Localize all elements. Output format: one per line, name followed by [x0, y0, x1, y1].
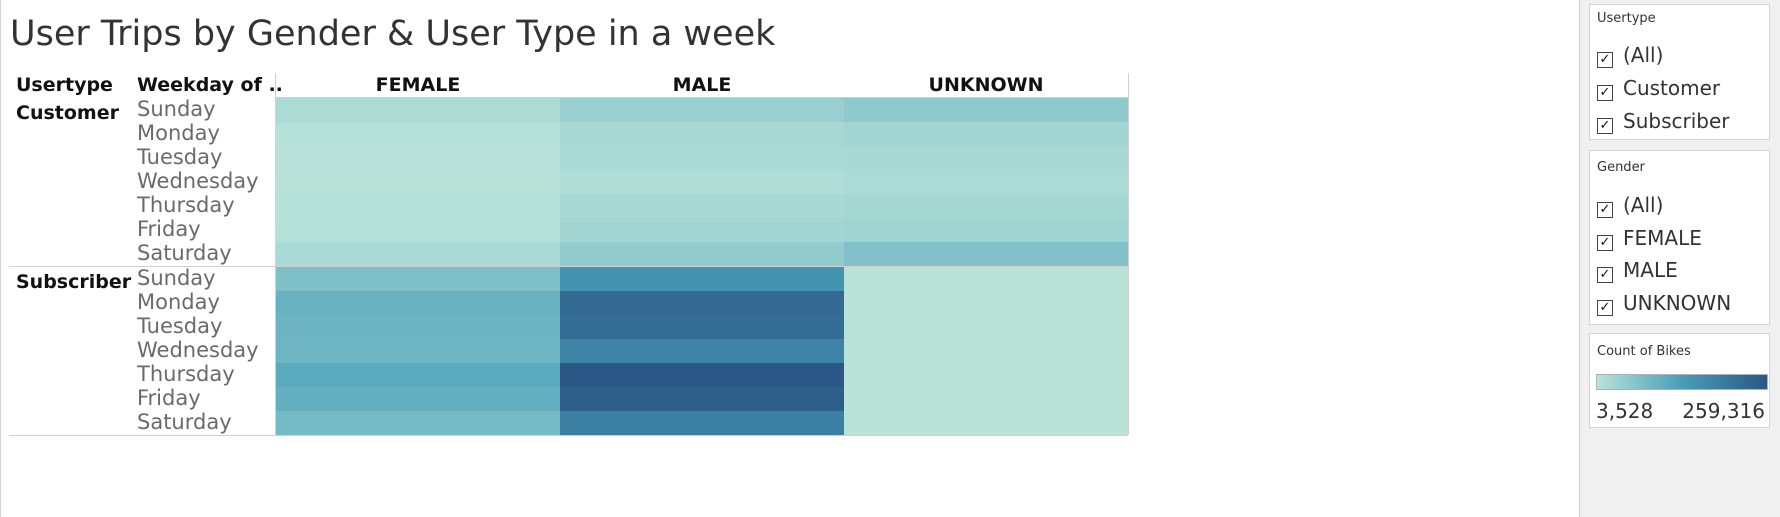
- heatmap-cell-customer-saturday-female[interactable]: [276, 242, 560, 266]
- filter-option-subscriber[interactable]: ✓ Subscriber: [1597, 109, 1729, 134]
- filter-option-unknown[interactable]: ✓ UNKNOWN: [1597, 291, 1731, 316]
- checkbox-icon[interactable]: ✓: [1597, 85, 1613, 101]
- filter-option-female[interactable]: ✓ FEMALE: [1597, 226, 1702, 251]
- bottom-divider: [9, 435, 1128, 436]
- header-divider: [276, 97, 1128, 98]
- checkbox-icon[interactable]: ✓: [1597, 235, 1613, 251]
- heatmap-cell-subscriber-wednesday-male[interactable]: [560, 339, 844, 363]
- checkbox-icon[interactable]: ✓: [1597, 267, 1613, 283]
- weekday-label-subscriber-sunday[interactable]: Sunday: [137, 266, 216, 290]
- weekday-header[interactable]: Weekday of ..: [137, 74, 283, 96]
- usertype-filter: Usertype ✓ (All) ✓ Customer ✓ Subscriber: [1589, 4, 1770, 140]
- heatmap-cell-subscriber-thursday-unknown[interactable]: [844, 363, 1128, 387]
- color-gradient-bar: [1596, 374, 1768, 390]
- heatmap-cell-subscriber-thursday-male[interactable]: [560, 363, 844, 387]
- weekday-label-subscriber-monday[interactable]: Monday: [137, 290, 220, 314]
- color-legend: Count of Bikes 3,528 259,316: [1589, 333, 1770, 428]
- heatmap-cell-customer-monday-unknown[interactable]: [844, 122, 1128, 146]
- heatmap-cell-customer-sunday-unknown[interactable]: [844, 98, 1128, 122]
- weekday-label-subscriber-saturday[interactable]: Saturday: [137, 410, 232, 434]
- weekday-label-subscriber-wednesday[interactable]: Wednesday: [137, 338, 259, 362]
- heatmap-cell-customer-tuesday-female[interactable]: [276, 146, 560, 170]
- filter-option-male[interactable]: ✓ MALE: [1597, 258, 1678, 283]
- heatmap-cell-customer-wednesday-male[interactable]: [560, 170, 844, 194]
- heatmap-cell-subscriber-friday-female[interactable]: [276, 387, 560, 411]
- filter-option-gender-all[interactable]: ✓ (All): [1597, 193, 1663, 218]
- color-legend-title: Count of Bikes: [1597, 344, 1691, 359]
- weekday-label-subscriber-friday[interactable]: Friday: [137, 386, 201, 410]
- heatmap-cell-subscriber-friday-male[interactable]: [560, 387, 844, 411]
- heatmap-cell-subscriber-monday-male[interactable]: [560, 291, 844, 315]
- weekday-label-customer-tuesday[interactable]: Tuesday: [137, 145, 223, 169]
- heatmap-cell-customer-wednesday-female[interactable]: [276, 170, 560, 194]
- usertype-header[interactable]: Usertype: [16, 74, 113, 96]
- chart-area: User Trips by Gender & User Type in a we…: [0, 0, 1129, 517]
- weekday-label-customer-monday[interactable]: Monday: [137, 121, 220, 145]
- gender-filter-title: Gender: [1597, 160, 1645, 175]
- group-label-subscriber[interactable]: Subscriber: [16, 271, 132, 293]
- heatmap-cell-customer-monday-female[interactable]: [276, 122, 560, 146]
- heatmap-cell-subscriber-sunday-unknown[interactable]: [844, 267, 1128, 291]
- heatmap-cell-customer-wednesday-unknown[interactable]: [844, 170, 1128, 194]
- heatmap-cell-customer-friday-female[interactable]: [276, 218, 560, 242]
- column-header-male[interactable]: MALE: [672, 74, 732, 96]
- weekday-label-subscriber-thursday[interactable]: Thursday: [137, 362, 235, 386]
- weekday-label-customer-friday[interactable]: Friday: [137, 217, 201, 241]
- weekday-label-subscriber-tuesday[interactable]: Tuesday: [137, 314, 223, 338]
- heatmap-cell-subscriber-wednesday-unknown[interactable]: [844, 339, 1128, 363]
- group-divider: [9, 266, 1128, 267]
- heatmap-cell-customer-tuesday-unknown[interactable]: [844, 146, 1128, 170]
- filter-option-usertype-all[interactable]: ✓ (All): [1597, 43, 1663, 68]
- heatmap-cell-subscriber-saturday-female[interactable]: [276, 411, 560, 435]
- heatmap-cell-customer-saturday-unknown[interactable]: [844, 242, 1128, 266]
- weekday-label-customer-sunday[interactable]: Sunday: [137, 97, 216, 121]
- heatmap-cell-subscriber-tuesday-unknown[interactable]: [844, 315, 1128, 339]
- heatmap-cell-customer-friday-unknown[interactable]: [844, 218, 1128, 242]
- heatmap-cell-subscriber-monday-female[interactable]: [276, 291, 560, 315]
- heatmap-cell-subscriber-wednesday-female[interactable]: [276, 339, 560, 363]
- heatmap-cell-subscriber-tuesday-female[interactable]: [276, 315, 560, 339]
- heatmap-cell-subscriber-friday-unknown[interactable]: [844, 387, 1128, 411]
- chart-title: User Trips by Gender & User Type in a we…: [10, 14, 776, 54]
- checkbox-icon[interactable]: ✓: [1597, 52, 1613, 68]
- heatmap-cell-customer-tuesday-male[interactable]: [560, 146, 844, 170]
- column-header-unknown[interactable]: UNKNOWN: [928, 74, 1044, 96]
- legend-min-label: 3,528: [1596, 399, 1654, 423]
- heatmap-cell-customer-friday-male[interactable]: [560, 218, 844, 242]
- heatmap-cell-subscriber-thursday-female[interactable]: [276, 363, 560, 387]
- checkbox-icon[interactable]: ✓: [1597, 202, 1613, 218]
- heatmap-cell-subscriber-saturday-unknown[interactable]: [844, 411, 1128, 435]
- heatmap-cell-subscriber-saturday-male[interactable]: [560, 411, 844, 435]
- weekday-label-customer-thursday[interactable]: Thursday: [137, 193, 235, 217]
- heatmap-cell-customer-thursday-unknown[interactable]: [844, 194, 1128, 218]
- heatmap-cell-customer-thursday-male[interactable]: [560, 194, 844, 218]
- heatmap-cell-subscriber-monday-unknown[interactable]: [844, 291, 1128, 315]
- heatmap-cell-customer-sunday-male[interactable]: [560, 98, 844, 122]
- heatmap-cell-subscriber-sunday-female[interactable]: [276, 267, 560, 291]
- column-header-female[interactable]: FEMALE: [375, 74, 461, 96]
- group-label-customer[interactable]: Customer: [16, 102, 119, 124]
- weekday-label-customer-wednesday[interactable]: Wednesday: [137, 169, 259, 193]
- heatmap-cell-customer-saturday-male[interactable]: [560, 242, 844, 266]
- filter-option-customer[interactable]: ✓ Customer: [1597, 76, 1720, 101]
- usertype-filter-title: Usertype: [1597, 11, 1656, 26]
- legend-max-label: 259,316: [1682, 399, 1765, 423]
- checkbox-icon[interactable]: ✓: [1597, 300, 1613, 316]
- checkbox-icon[interactable]: ✓: [1597, 118, 1613, 134]
- heatmap-cell-customer-thursday-female[interactable]: [276, 194, 560, 218]
- weekday-label-customer-saturday[interactable]: Saturday: [137, 241, 232, 265]
- right-border: [1128, 73, 1129, 435]
- gender-filter: Gender ✓ (All) ✓ FEMALE ✓ MALE ✓ UNKNOWN: [1589, 150, 1770, 325]
- row-header-divider: [275, 73, 276, 435]
- heatmap-cell-customer-sunday-female[interactable]: [276, 98, 560, 122]
- heatmap-cell-subscriber-sunday-male[interactable]: [560, 267, 844, 291]
- heatmap-cell-subscriber-tuesday-male[interactable]: [560, 315, 844, 339]
- sidebar: Usertype ✓ (All) ✓ Customer ✓ Subscriber Ge…: [1579, 0, 1780, 517]
- heatmap-cell-customer-monday-male[interactable]: [560, 122, 844, 146]
